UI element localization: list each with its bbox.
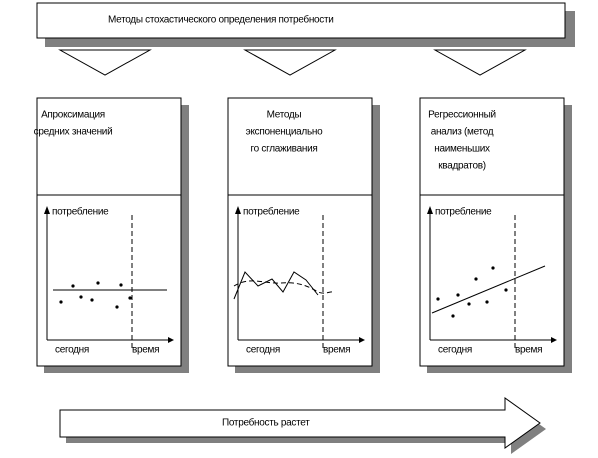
panel-box	[36, 97, 182, 367]
growth-arrow	[59, 397, 541, 449]
panels: Апроксимация средних значений потребление с…	[34, 97, 572, 373]
x-left-label: сегодня	[246, 345, 280, 356]
panel-title: анализ (метод	[431, 127, 494, 138]
header-box	[36, 2, 566, 39]
x-left-label: сегодня	[55, 345, 89, 356]
x-right-label: время	[515, 345, 542, 356]
actual-line	[233, 271, 319, 300]
arrow-down	[433, 49, 527, 76]
y-label: потребление	[243, 206, 300, 218]
points	[436, 266, 508, 318]
x-arrow	[168, 337, 174, 343]
y-arrow	[44, 206, 50, 214]
y-label: потребление	[52, 206, 109, 218]
panel-box	[419, 97, 565, 367]
header-title: Методы стохастического определения потре…	[108, 14, 334, 26]
arrow-down	[58, 49, 152, 76]
x-arrow	[551, 337, 557, 343]
points	[59, 281, 132, 309]
regression-line	[431, 265, 546, 314]
panel-title: квадратов)	[438, 161, 486, 172]
panel-title: экспоненциально	[246, 127, 323, 138]
panel-box	[227, 97, 373, 367]
y-arrow	[235, 206, 241, 214]
panel-title: го сглаживания	[251, 144, 318, 155]
y-arrow	[427, 206, 433, 214]
arrow-label: Потребность растет	[222, 417, 310, 429]
panel-title: Регрессионный	[428, 110, 496, 121]
panel-title: средних значений	[34, 127, 113, 138]
x-right-label: время	[323, 345, 350, 356]
x-arrow	[359, 337, 365, 343]
panel-title: Методы	[267, 110, 302, 121]
x-right-label: время	[132, 345, 159, 356]
smoothed-line	[233, 280, 335, 294]
y-label: потребление	[435, 206, 492, 218]
panel-title: Апроксимация	[41, 110, 105, 121]
arrow-down	[243, 49, 337, 76]
panel-title: наименьших	[434, 144, 490, 155]
x-left-label: сегодня	[438, 345, 472, 356]
